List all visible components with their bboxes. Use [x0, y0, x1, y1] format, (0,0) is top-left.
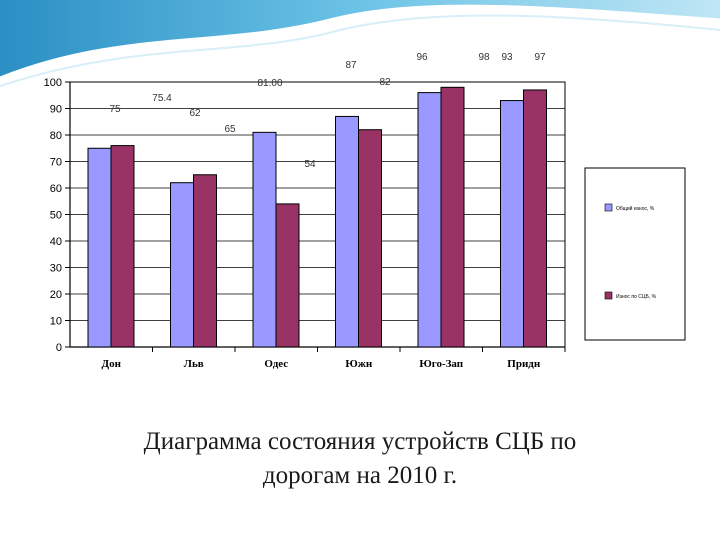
legend-box: [584, 167, 686, 341]
x-tick-label: Придн: [507, 358, 541, 370]
data-label: 93: [501, 52, 513, 63]
slide-caption-line1: Диаграмма состояния устройств СЦБ по: [143, 428, 577, 455]
legend-swatch: [604, 291, 613, 300]
data-label: 75.4: [152, 93, 172, 104]
header-wave: [0, 0, 720, 87]
bar: [110, 145, 135, 348]
bar: [523, 89, 547, 348]
bar: [358, 129, 382, 348]
x-tick-label: Одес: [264, 358, 288, 370]
y-tick-label: 0: [56, 342, 62, 354]
data-label: 62: [189, 108, 201, 119]
y-tick-label: 20: [50, 289, 62, 301]
bar: [275, 203, 300, 348]
bar: [417, 92, 442, 348]
bar: [500, 100, 524, 348]
legend-swatch: [604, 203, 613, 212]
data-label: 82: [379, 77, 391, 88]
y-tick-label: 80: [50, 130, 62, 142]
y-tick-label: 30: [50, 263, 62, 275]
bar: [335, 115, 359, 348]
bar: [170, 182, 194, 348]
data-label: 75: [109, 104, 121, 115]
x-tick-label: Дон: [102, 358, 122, 370]
data-label: 96: [416, 52, 428, 63]
x-tick-label: Льв: [184, 358, 204, 370]
data-label: 87: [345, 60, 357, 71]
bar: [87, 147, 112, 348]
slide-caption-line2: дорогам на 2010 г.: [262, 462, 458, 489]
legend-label: Общий износ, %: [616, 205, 655, 212]
data-label: 98: [478, 52, 490, 63]
data-label: 97: [534, 52, 546, 63]
y-tick-label: 40: [50, 236, 62, 248]
y-tick-label: 10: [50, 316, 62, 328]
bar: [440, 86, 465, 348]
y-tick-label: 90: [50, 104, 62, 116]
x-tick-label: Южн: [345, 358, 372, 370]
data-label: 54: [304, 159, 316, 170]
bar: [193, 174, 217, 348]
bar-chart: 0 10 20 30 40 50 60 70 80 90 100 Дон Льв Одес Южн Юго-З…: [44, 52, 686, 370]
data-label: 65: [224, 124, 236, 135]
y-tick-label: 50: [50, 210, 62, 222]
data-label: 81.00: [257, 78, 282, 89]
legend-label: Износ по СЦБ, %: [616, 294, 657, 300]
y-tick-label: 100: [44, 77, 62, 89]
bar: [252, 131, 277, 348]
y-tick-label: 70: [50, 157, 62, 169]
x-tick-label: Юго-Зап: [419, 358, 463, 370]
y-tick-label: 60: [50, 183, 62, 195]
